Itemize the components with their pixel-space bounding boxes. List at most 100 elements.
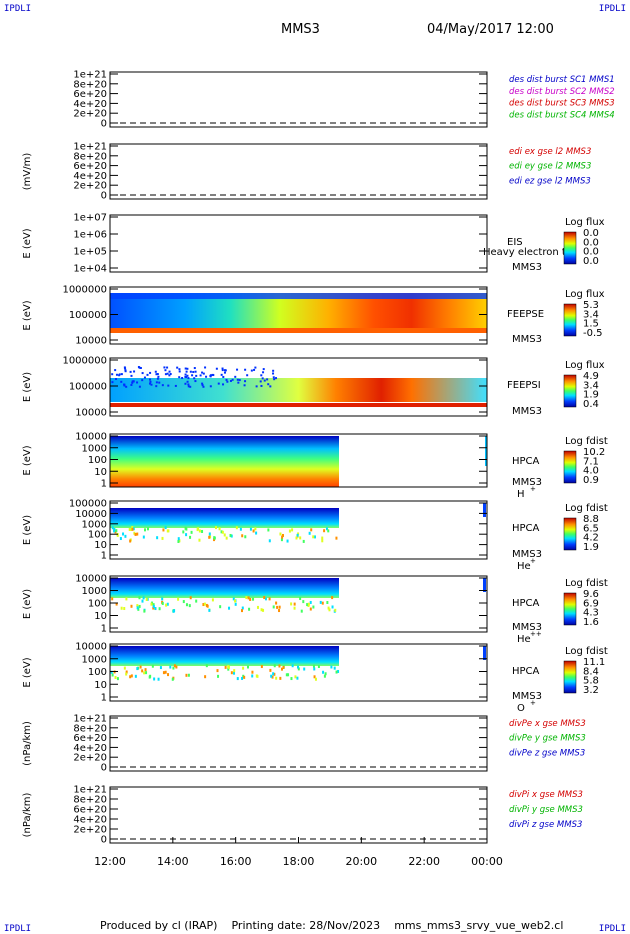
y-tick-label: 1000	[82, 654, 107, 665]
hpca-he2-scatter-point	[302, 600, 305, 604]
hpca-o-scatter-point	[296, 676, 299, 680]
colorbar	[563, 517, 577, 551]
hpca-he2-scatter-point	[189, 596, 192, 600]
colorbar-tick-label: 0.0	[583, 256, 599, 267]
colorbar-tick-label: 6.5	[583, 523, 599, 534]
hpca-o-scatter-point	[251, 674, 254, 678]
hpca-he-scatter-point	[321, 539, 324, 543]
hpca-o-scatter-point	[275, 676, 278, 680]
hpca-he-scatter-point	[255, 531, 258, 535]
y-tick-label: 4e+20	[73, 815, 107, 826]
hpca-he-scatter-point	[310, 528, 313, 532]
hpca-he-scatter-point	[201, 529, 204, 533]
hpca-he2-scatter-point	[161, 601, 164, 605]
feepsi-scatter-point	[124, 367, 127, 370]
hpca-o-scatter-point	[312, 664, 315, 668]
hpca-he2-scatter-point	[136, 606, 139, 610]
y-tick-label: 10	[94, 540, 107, 551]
hpca-o-scatter-point	[242, 666, 245, 670]
hpca-he2-scatter-point	[232, 597, 235, 601]
panel-eis: 1e+07 1e+06 1e+05 1e+04 E (eV) EIS MMS3 Heavy e…	[22, 213, 605, 275]
hpca-he-scatter-point	[136, 532, 139, 536]
y-tick-label: 1000000	[62, 356, 107, 367]
hpca-he2-scatter-point	[172, 609, 175, 613]
hpca-o-scatter-point	[169, 665, 172, 669]
hpca-he-scatter-point	[286, 539, 289, 543]
feepsi-scatter-point	[123, 383, 126, 386]
instrument-label: FEEPSI	[507, 380, 541, 391]
hpca-he-scatter-point	[252, 529, 255, 533]
hpca-he2-scatter-point	[331, 605, 334, 609]
hpca-he2-spectrogram	[110, 578, 339, 598]
hpca-he2-scatter-point	[248, 607, 251, 611]
sc-label: MMS3	[512, 334, 542, 345]
colorbar-tick-label: 0.9	[583, 475, 599, 486]
y-tick-label: 1000	[82, 586, 107, 597]
hpca-he2-scatter-point	[136, 604, 139, 608]
hpca-he-scatter-point	[235, 526, 238, 530]
colorbar-tick-label: 9.6	[583, 589, 599, 600]
feepsi-scatter-point	[215, 367, 218, 370]
y-tick-label: 1000	[82, 519, 107, 530]
hpca-he-scatter-point	[198, 529, 201, 533]
y-axis-label: (mV/m)	[22, 153, 33, 191]
hpca-he2-scatter-point	[138, 596, 141, 600]
feepsi-scatter-point	[130, 374, 133, 377]
footer: Produced by cl (IRAP) Printing date: 28/…	[100, 919, 563, 932]
colorbar-tick-label: 11.1	[583, 657, 605, 668]
hpca-he2-scatter-point	[206, 604, 209, 608]
footer-script: mms_mms3_srvy_vue_web2.cl	[394, 919, 564, 932]
hpca-he-scatter-point	[313, 535, 316, 539]
y-tick-label: 1	[101, 479, 107, 490]
x-tick-label: 22:00	[408, 855, 440, 868]
header-spacecraft: MMS3	[281, 22, 320, 37]
y-tick-label: 2e+20	[73, 181, 107, 192]
hpca-he-scatter-point	[113, 529, 116, 533]
hpca-o-scatter-point	[297, 667, 300, 671]
hpca-he2-scatter-point	[130, 604, 133, 608]
feepsi-scatter-point	[201, 384, 204, 387]
colorbar-tick-label: 3.4	[583, 380, 599, 391]
y-tick-label: 0	[101, 191, 107, 202]
feepsi-scatter-point	[166, 372, 169, 375]
feepsi-scatter-point	[194, 380, 197, 383]
feepsi-scatter-point	[178, 370, 181, 373]
y-tick-label: 10000	[75, 336, 107, 347]
hpca-o-scatter-point	[164, 670, 167, 674]
feepsi-scatter-point	[143, 376, 146, 379]
feepsi-scatter-point	[272, 372, 275, 375]
y-tick-label: 10000	[75, 574, 107, 585]
hpca-o-scatter-point	[246, 665, 249, 669]
colorbar-tick-label: -0.5	[583, 328, 603, 339]
feepsi-scatter-point	[222, 375, 225, 378]
hpca-o-scatter-point	[260, 665, 263, 669]
footer-printing-date: Printing date: 28/Nov/2023	[231, 919, 381, 932]
y-tick-label: 1e+04	[73, 264, 107, 275]
hpca-o-scatter-point	[294, 675, 297, 679]
hpca-he2-scatter-point	[241, 606, 244, 610]
y-tick-label: 100000	[69, 382, 107, 393]
feepse-low-band	[110, 328, 487, 333]
hpca-o-scatter-point	[204, 675, 207, 679]
hpca-o-scatter-point	[233, 669, 236, 673]
y-tick-label: 10	[94, 467, 107, 478]
feepsi-scatter-point	[225, 378, 228, 381]
hpca-he2-scatter-point	[276, 605, 279, 609]
hpca-o-scatter-point	[290, 677, 293, 681]
panel-frame	[109, 643, 488, 702]
instrument-label: HPCA	[512, 456, 540, 467]
hpca-he2-scatter-point	[123, 607, 126, 611]
feepsi-scatter-point	[169, 373, 172, 376]
feepsi-scatter-point	[136, 381, 139, 384]
hpca-he2-scatter-point	[202, 603, 205, 607]
feepsi-scatter-point	[236, 368, 239, 371]
y-tick-label: 1e+07	[73, 213, 107, 224]
hpca-he2-scatter-point	[278, 609, 281, 613]
feepsi-scatter-point	[231, 378, 234, 381]
feepsi-scatter-point	[229, 379, 232, 382]
feepsi-scatter-point	[129, 370, 132, 373]
colorbar-tick-label: 1.9	[583, 390, 599, 401]
hpca-he-scatter-point	[164, 526, 167, 530]
